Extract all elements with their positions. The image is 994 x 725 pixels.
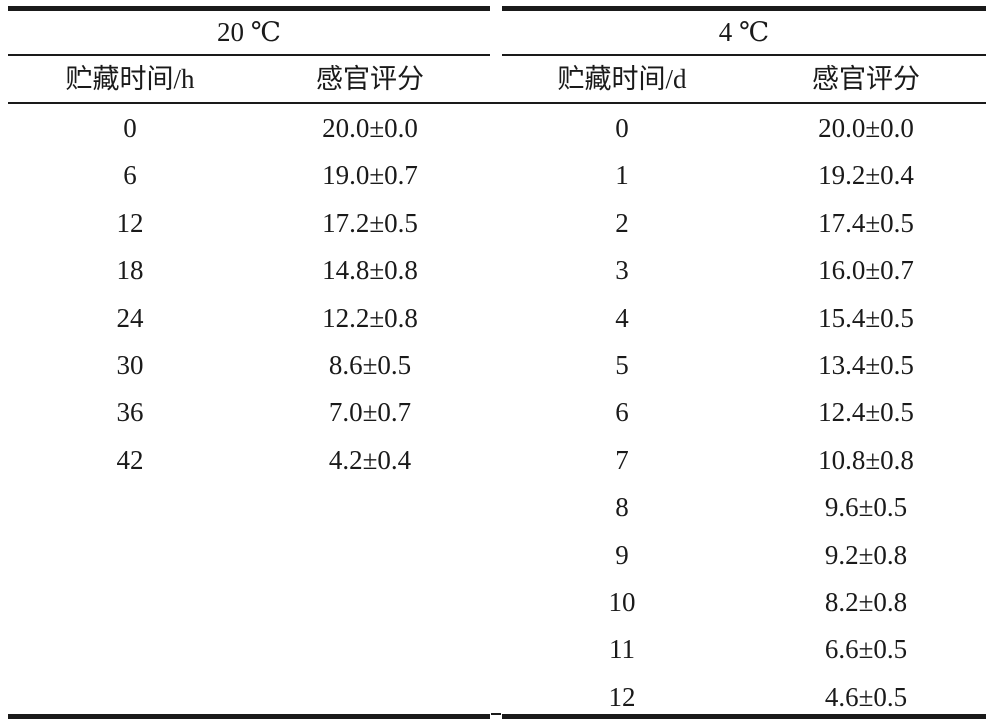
- right-score-cell: 9.6±0.5: [824, 492, 908, 522]
- right-time-cell: 2: [615, 208, 629, 238]
- top-rule-left: [8, 6, 490, 11]
- right-score-cell: 13.4±0.5: [818, 350, 914, 380]
- left-time-cell: 0: [123, 113, 137, 143]
- group-header-4c: 4 ℃: [718, 17, 770, 47]
- right-time-cell: 7: [615, 445, 629, 475]
- right-score-cell: 8.2±0.8: [824, 587, 908, 617]
- header-bottom-rule: [8, 102, 986, 104]
- right-time-cell: 10: [608, 587, 636, 617]
- left-score-cell: 8.6±0.5: [328, 350, 412, 380]
- right-time-cell: 8: [615, 492, 629, 522]
- column-header-time-h: 贮藏时间/h: [65, 64, 195, 94]
- column-header-score-left: 感官评分: [316, 64, 424, 94]
- column-header-score-right: 感官评分: [812, 64, 920, 94]
- right-score-cell: 17.4±0.5: [818, 208, 914, 238]
- right-score-cell: 12.4±0.5: [818, 397, 914, 427]
- right-score-cell: 9.2±0.8: [824, 540, 908, 570]
- left-time-cell: 42: [116, 445, 144, 475]
- left-time-cell: 18: [116, 255, 144, 285]
- group-header-20c: 20 ℃: [217, 17, 281, 47]
- top-rule-right: [502, 6, 986, 11]
- left-score-cell: 20.0±0.0: [322, 113, 418, 143]
- right-score-cell: 6.6±0.5: [824, 634, 908, 664]
- right-score-cell: 15.4±0.5: [818, 303, 914, 333]
- right-score-cell: 20.0±0.0: [818, 113, 914, 143]
- right-score-cell: 4.6±0.5: [824, 682, 908, 712]
- right-time-cell: 4: [615, 303, 629, 333]
- left-time-cell: 30: [116, 350, 144, 380]
- right-time-cell: 5: [615, 350, 629, 380]
- bottom-rule-gap: [490, 714, 502, 719]
- column-header-time-d: 贮藏时间/d: [557, 64, 687, 94]
- left-time-cell: 24: [116, 303, 144, 333]
- group-rule-left: [8, 54, 490, 56]
- right-time-cell: 9: [615, 540, 629, 570]
- right-score-cell: 10.8±0.8: [818, 445, 914, 475]
- left-time-cell: 36: [116, 397, 144, 427]
- right-score-cell: 19.2±0.4: [818, 160, 914, 190]
- right-score-cell: 16.0±0.7: [818, 255, 914, 285]
- left-score-cell: 19.0±0.7: [322, 160, 418, 190]
- right-time-cell: 0: [615, 113, 629, 143]
- left-score-cell: 12.2±0.8: [322, 303, 418, 333]
- right-time-cell: 12: [608, 682, 636, 712]
- right-time-cell: 1: [615, 160, 629, 190]
- right-time-cell: 11: [609, 634, 635, 664]
- left-time-cell: 12: [116, 208, 144, 238]
- left-score-cell: 4.2±0.4: [328, 445, 412, 475]
- bottom-rule-tick: [491, 713, 501, 715]
- left-score-cell: 17.2±0.5: [322, 208, 418, 238]
- right-time-cell: 3: [615, 255, 629, 285]
- left-score-cell: 14.8±0.8: [322, 255, 418, 285]
- left-time-cell: 6: [123, 160, 137, 190]
- right-time-cell: 6: [615, 397, 629, 427]
- left-score-cell: 7.0±0.7: [328, 397, 412, 427]
- group-rule-right: [502, 54, 986, 56]
